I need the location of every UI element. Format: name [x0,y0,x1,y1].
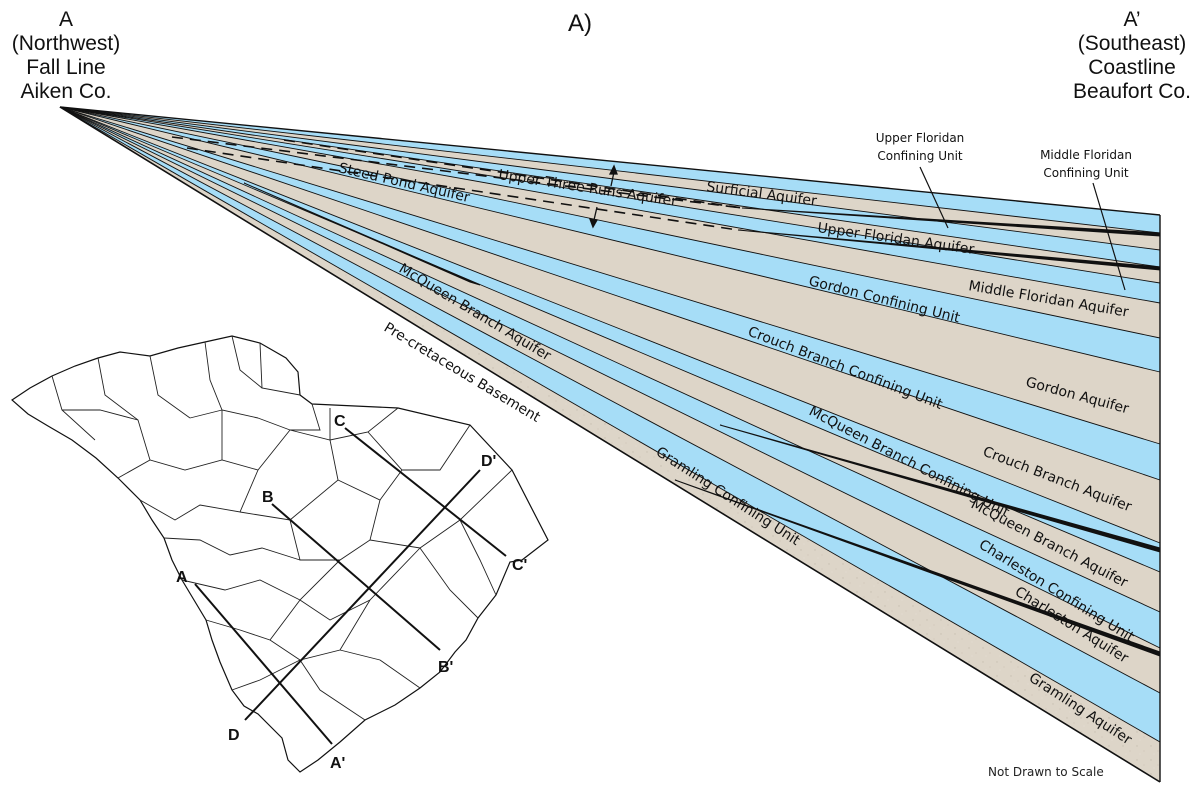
pinch-out-lens [737,229,1161,271]
dashed-mid [171,136,743,209]
dashed-bottom [186,147,739,231]
map-label-b-prime: B' [438,659,453,676]
not-to-scale-note: Not Drawn to Scale [988,765,1104,779]
left-end-letter: A [58,8,73,31]
layer-boundary [59,106,1161,373]
callout-middle-floridan-line2: Confining Unit [1043,166,1129,180]
layer-boundary [59,106,1161,613]
layer-boundary [59,106,1161,694]
section-lines [194,427,507,745]
section-line-labels: A A' B B' C C' D D' [176,413,527,772]
county-lines [51,335,513,721]
layer-boundary [59,106,1161,234]
right-end-direction: (Southeast) [1077,32,1187,55]
map-label-c-prime: C' [512,557,527,574]
callout-upper-floridan-line1: Upper Floridan [876,131,965,145]
dashed-top [283,139,743,209]
map-label-b: B [262,489,274,506]
pinch-out-lens [719,424,1161,553]
callout-labels: Upper Floridan Confining Unit Middle Flo… [876,131,1132,180]
left-end-county: Aiken Co. [20,80,112,103]
upper-three-runs-dashes [171,136,743,231]
section-line-d [244,469,481,721]
layer-boundary [59,106,1161,649]
wedge-edge [59,106,1161,216]
callout-middle-floridan-line1: Middle Floridan [1040,148,1132,162]
layer-boundary [59,106,1161,251]
layer-boundary [59,106,1161,304]
section-line-a [194,583,333,745]
layer-boundary [59,106,1161,481]
left-end-direction: (Northwest) [11,32,121,55]
map-label-a: A [176,569,188,586]
layer-boundary [59,106,1161,573]
right-end-label: A’ (Southeast) Coastline Beaufort Co. [1070,8,1194,104]
panel-label: A) [568,10,592,37]
pinch-out-lens [674,479,1161,657]
map-label-a-prime: A' [330,755,345,772]
layer-boundary [59,106,1161,268]
thickness-arrows [589,164,618,229]
pinch-out-lens [741,207,1161,237]
pinch-out-lens [243,182,481,286]
left-end-feature: Fall Line [26,56,106,79]
callout-leaders [919,166,1126,291]
right-end-letter: A’ [1123,8,1141,31]
layer-boundary [59,106,1161,544]
right-end-county: Beaufort Co. [1073,80,1191,103]
left-end-label: A (Northwest) Fall Line Aiken Co. [6,8,126,104]
map-label-d: D [228,727,240,744]
layer-boundary [59,106,1161,339]
south-carolina-index-map: A A' B B' C C' D D' [11,335,549,773]
section-line-c [344,427,507,557]
layer-boundary [59,106,1161,445]
map-label-c: C [334,413,346,430]
callout-upper-floridan-line2: Confining Unit [877,149,963,163]
wedge-edge [59,106,1161,783]
layer-boundary [59,106,1161,284]
layer-boundary [59,106,1161,743]
map-label-d-prime: D' [481,453,496,470]
layer-boundaries [59,106,1161,783]
right-end-feature: Coastline [1088,56,1176,79]
section-line-b [271,503,441,651]
